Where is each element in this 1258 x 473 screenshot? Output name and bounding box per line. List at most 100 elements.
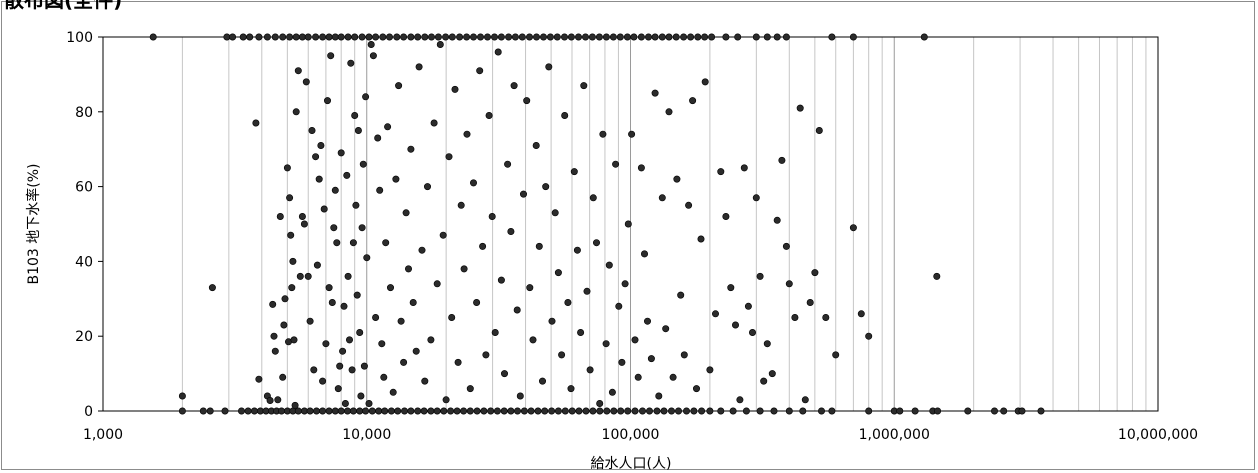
scatter-point — [448, 313, 456, 321]
scatter-point — [380, 373, 388, 381]
scatter-point — [592, 239, 600, 247]
scatter-point — [306, 407, 314, 415]
scatter-point — [199, 407, 207, 415]
scatter-point — [386, 284, 394, 292]
scatter-point — [372, 33, 380, 41]
scatter-point — [359, 160, 367, 168]
scatter-point — [298, 213, 306, 221]
scatter-point — [568, 407, 576, 415]
scatter-point — [570, 168, 578, 176]
scatter-point — [603, 407, 611, 415]
scatter-point — [934, 407, 942, 415]
scatter-point — [362, 93, 370, 101]
scatter-point — [539, 33, 547, 41]
scatter-point — [447, 407, 455, 415]
scatter-point — [463, 33, 471, 41]
scatter-point — [276, 213, 284, 221]
scatter-point — [535, 242, 543, 250]
scatter-point — [286, 194, 294, 202]
scatter-point — [609, 33, 617, 41]
scatter-point — [527, 407, 535, 415]
scatter-point — [337, 33, 345, 41]
scatter-point — [708, 33, 716, 41]
scatter-point — [283, 164, 291, 172]
scatter-point — [990, 407, 998, 415]
scatter-point — [645, 407, 653, 415]
scatter-point — [341, 399, 349, 407]
scatter-point — [343, 407, 351, 415]
scatter-point — [414, 33, 422, 41]
scatter-point — [365, 399, 373, 407]
scatter-point — [385, 33, 393, 41]
scatter-point — [634, 373, 642, 381]
scatter-point — [451, 85, 459, 93]
scatter-point — [964, 407, 972, 415]
scatter-point — [372, 313, 380, 321]
scatter-point — [286, 33, 294, 41]
scatter-point — [801, 396, 809, 404]
scatter-point — [178, 392, 186, 400]
scatter-point — [580, 82, 588, 90]
scatter-point — [640, 250, 648, 258]
scatter-point — [397, 317, 405, 325]
scatter-point — [752, 194, 760, 202]
scatter-point — [756, 407, 764, 415]
scatter-point — [701, 33, 709, 41]
scatter-point — [698, 407, 706, 415]
scatter-point — [483, 33, 491, 41]
scatter-point — [289, 257, 297, 265]
scatter-point — [460, 407, 468, 415]
scatter-point — [328, 298, 336, 306]
scatter-point — [623, 33, 631, 41]
scatter-point — [507, 228, 515, 236]
scatter-point — [436, 40, 444, 48]
scatter-point — [269, 300, 277, 308]
scatter-point — [551, 209, 559, 217]
scatter-point — [744, 302, 752, 310]
scatter-point — [595, 33, 603, 41]
scatter-point — [817, 407, 825, 415]
scatter-point — [583, 287, 591, 295]
scatter-point — [560, 33, 568, 41]
scatter-point — [596, 407, 604, 415]
scatter-point — [706, 366, 714, 374]
scatter-point — [538, 377, 546, 385]
scatter-point — [331, 33, 339, 41]
scatter-point — [456, 33, 464, 41]
scatter-point — [347, 59, 355, 67]
scatter-point — [680, 351, 688, 359]
scatter-point — [294, 67, 302, 75]
scatter-point — [532, 142, 540, 150]
scatter-point — [796, 104, 804, 112]
scatter-point — [510, 82, 518, 90]
scatter-point — [344, 33, 352, 41]
scatter-point — [310, 366, 318, 374]
scatter-point — [602, 340, 610, 348]
scatter-point — [655, 392, 663, 400]
scatter-point — [433, 280, 441, 288]
scatter-point — [302, 78, 310, 86]
scatter-point — [828, 33, 836, 41]
scatter-point — [250, 407, 258, 415]
x-tick-label: 1,000 — [83, 427, 123, 443]
scatter-point — [689, 97, 697, 105]
scatter-point — [832, 351, 840, 359]
scatter-point — [799, 407, 807, 415]
scatter-point — [791, 313, 799, 321]
scatter-point — [343, 171, 351, 179]
scatter-point — [631, 407, 639, 415]
scatter-point — [561, 407, 569, 415]
scatter-point — [669, 373, 677, 381]
scatter-point — [381, 407, 389, 415]
scatter-point — [331, 186, 339, 194]
scatter-point — [287, 231, 295, 239]
x-tick-label: 100,000 — [602, 427, 660, 443]
scatter-point — [369, 52, 377, 60]
scatter-point — [811, 269, 819, 277]
scatter-point — [617, 407, 625, 415]
scatter-point — [252, 119, 260, 127]
scatter-point — [354, 127, 362, 135]
scatter-point — [493, 407, 501, 415]
scatter-point — [692, 385, 700, 393]
scatter-point — [357, 392, 365, 400]
